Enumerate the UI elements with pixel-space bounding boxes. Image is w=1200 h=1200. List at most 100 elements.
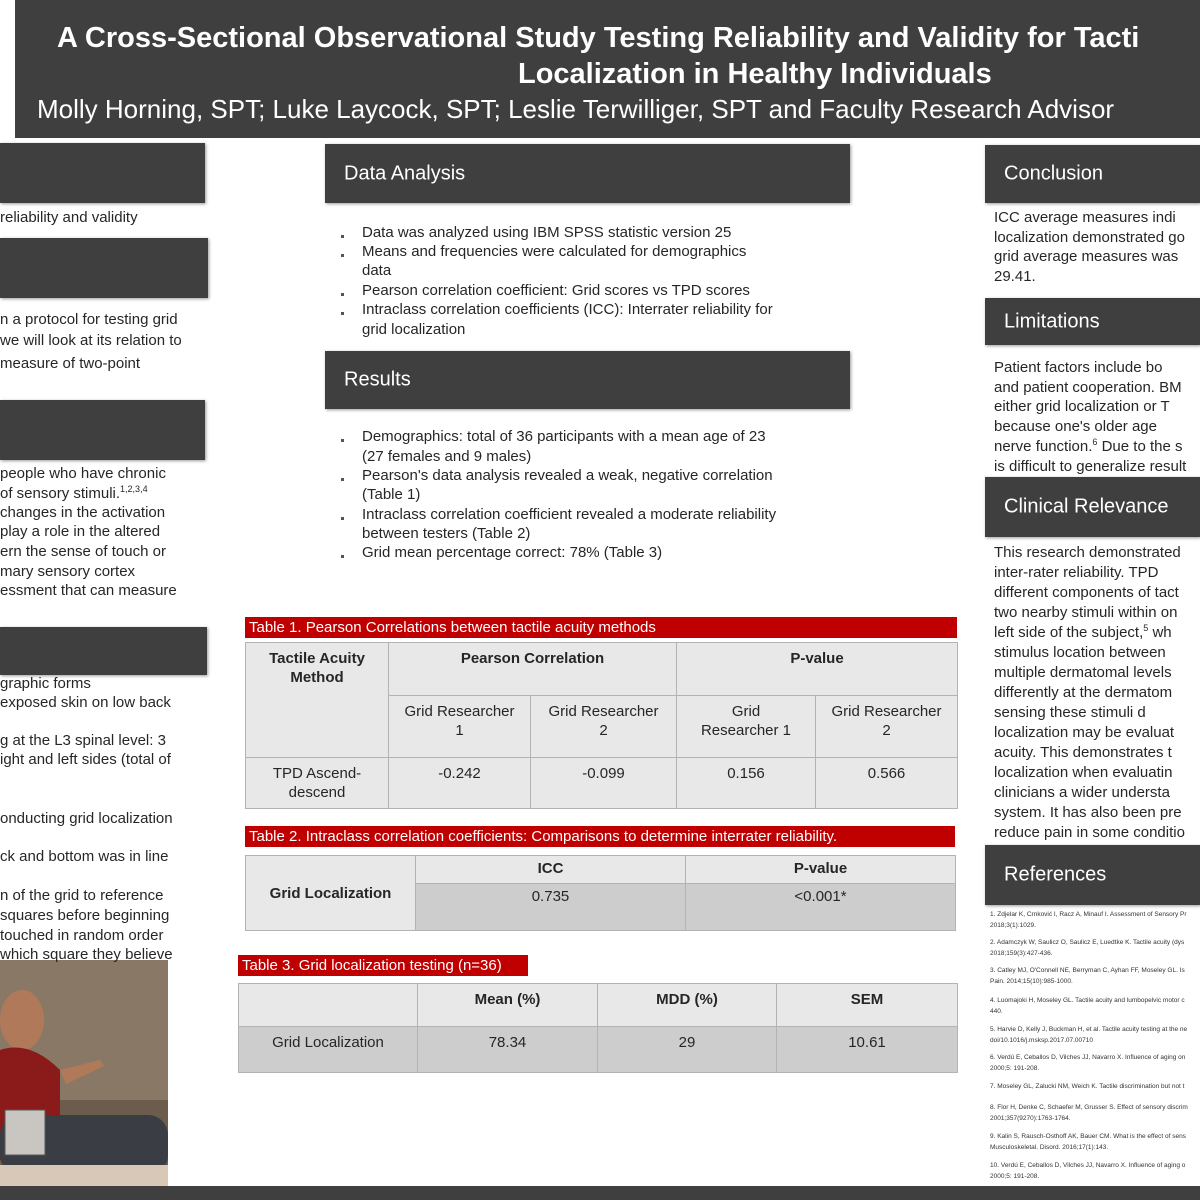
cell: 0.156 (676, 757, 816, 809)
section-box (0, 143, 205, 203)
cell: 78.34 (417, 1026, 598, 1073)
section-box (0, 627, 207, 675)
section-box: Data Analysis (325, 144, 850, 203)
reference-line: 2. Adamczyk W, Saulicz O, Saulicz E, Lue… (990, 939, 1185, 946)
reference-line: 6. Verdú E, Ceballos D, Vilches JJ, Nava… (990, 1054, 1186, 1061)
text-line: measure of two-point (0, 355, 141, 372)
text-line: either grid localization or T (994, 398, 1170, 416)
text-line: Patient factors include bo (994, 359, 1163, 376)
text: wh (1148, 624, 1172, 641)
header: A Cross-Sectional Observational Study Te… (15, 0, 1200, 138)
title-line: Localization in Healthy Individuals (518, 58, 992, 90)
header-cell: ICC (415, 855, 686, 884)
text-line: inter-rater reliability. TPD (994, 564, 1159, 581)
text-line: n of the grid to reference (0, 887, 164, 904)
header-cell: SEM (776, 983, 958, 1027)
text-line: and patient cooperation. BM (994, 378, 1182, 396)
text: of sensory stimuli. (0, 485, 121, 502)
header-cell: P-value (685, 855, 956, 884)
text-line: system. It has also been pre (994, 804, 1182, 821)
text-line: localization when evaluatin (994, 764, 1173, 781)
text-line: two nearby stimuli within on (994, 604, 1178, 621)
table-title: Table 2. Intraclass correlation coeffici… (245, 826, 955, 847)
cell: 0.566 (814, 757, 959, 809)
text: Due to the s (1097, 437, 1183, 455)
text-line: ck and bottom was in line (0, 848, 169, 865)
reference-line: doi/10.1016/j.msksp.2017.07.00710 (990, 1037, 1093, 1044)
reference-line: Musculoskeletal. Disord. 2016;17(1):143. (990, 1144, 1109, 1151)
reference-line: Pain. 2014;15(10):985-1000. (990, 978, 1073, 985)
cell: -0.099 (530, 757, 677, 809)
text-line: ern the sense of touch or (0, 543, 166, 560)
reference-line: 8. Flor H, Denke C, Schaefer M, Grusser … (990, 1104, 1188, 1111)
section-box: Clinical Relevance (985, 477, 1200, 537)
subheader-cell: Grid Researcher 1 (676, 695, 816, 758)
cell: 0.735 (415, 883, 686, 931)
title-line: A Cross-Sectional Observational Study Te… (57, 22, 1140, 54)
bullet (341, 555, 344, 558)
section-box (0, 400, 205, 460)
bullet (341, 254, 344, 257)
subheader-cell: Grid Researcher 1 (388, 695, 531, 758)
text-line: play a role in the altered (0, 523, 161, 540)
section-heading: Clinical Relevance (1004, 495, 1169, 518)
superscript: 6 (1092, 436, 1098, 447)
text-line: 29.41. (994, 268, 1036, 286)
text-line: ICC average measures indi (994, 209, 1176, 226)
reference-line: 7. Moseley GL, Zalucki NM, Weich K. Tact… (990, 1083, 1185, 1090)
text-line: touched in random order (0, 927, 164, 944)
reference-line: 5. Harvie D, Kelly J, Buckman H, et al. … (990, 1026, 1188, 1033)
section-box: References (985, 845, 1200, 905)
text-line: (Table 1) (362, 486, 421, 503)
text-line: essment that can measure (0, 582, 177, 599)
reference-line: 2001;357(9270):1763-1764. (990, 1115, 1071, 1122)
text-line: changes in the activation (0, 504, 166, 521)
text-line: localization demonstrated go (994, 228, 1185, 246)
reference-line: 2018;159(3):427-436. (990, 950, 1053, 957)
text-line: exposed skin on low back (0, 694, 171, 711)
text-line: stimulus location between (994, 644, 1166, 661)
superscript: 1,2,3,4 (120, 484, 148, 494)
header-cell: Mean (%) (417, 983, 598, 1027)
table: Grid Localization ICC P-value 0.735 <0.001* (245, 855, 956, 931)
reference-line: 2000;5: 191-208. (990, 1065, 1040, 1072)
text-line: reliability and validity (0, 209, 138, 226)
text-line: localization may be evaluat (994, 724, 1175, 741)
reference-line: 1. Zdjelar K, Crnković I, Racz A, Minauf… (990, 911, 1187, 918)
text-line: squares before beginning (0, 907, 170, 924)
text-line: ight and left sides (total of (0, 751, 171, 768)
reference-line: 9. Kalin S, Rausch-Osthoff AK, Bauer CM.… (990, 1133, 1186, 1140)
text-line: Pearson's data analysis revealed a weak,… (362, 467, 773, 484)
text-line: grid average measures was (994, 248, 1179, 266)
header-cell: Tactile Acuity Method (245, 642, 389, 758)
table-title: Table 3. Grid localization testing (n=36… (238, 955, 528, 976)
text-line: which square they believe (0, 946, 173, 963)
text-line: clinicians a wider understa (994, 784, 1170, 801)
text: left side of the subject, (994, 624, 1144, 641)
reference-line: 10. Verdú E, Ceballos D, Vilches JJ, Nav… (990, 1162, 1186, 1169)
text-line: sensing these stimuli d (994, 704, 1146, 721)
text-line: Intraclass correlation coefficients (ICC… (362, 301, 773, 318)
text-line: Demographics: total of 36 participants w… (362, 428, 766, 445)
reference-line: 2018;3(1):1029. (990, 922, 1036, 929)
text-line: differently at the dermatom (994, 684, 1173, 701)
text-line: between testers (Table 2) (362, 525, 531, 542)
text-line: is difficult to generalize result (994, 457, 1187, 475)
text-line: (27 females and 9 males) (362, 448, 532, 465)
text-line: Intraclass correlation coefficient revea… (362, 506, 777, 523)
photo (0, 960, 168, 1186)
text-line: g at the L3 spinal level: 3 (0, 732, 166, 749)
cell: TPD Ascend-descend (245, 757, 389, 809)
bullet (341, 439, 344, 442)
text-line: mary sensory cortex (0, 563, 136, 580)
table: Mean (%) MDD (%) SEM Grid Localization 78.3… (238, 983, 958, 1073)
section-heading: Data Analysis (344, 162, 466, 184)
text-line: This research demonstrated (994, 544, 1181, 561)
section-heading: Conclusion (1004, 162, 1103, 185)
text-line: Grid mean percentage correct: 78% (Table… (362, 544, 663, 561)
header-cell: MDD (%) (597, 983, 777, 1027)
text: nerve function. (994, 437, 1093, 455)
footer-bar (0, 1186, 1200, 1200)
reference-line: 3. Catley MJ, O'Connell NE, Berryman C, … (990, 967, 1185, 974)
